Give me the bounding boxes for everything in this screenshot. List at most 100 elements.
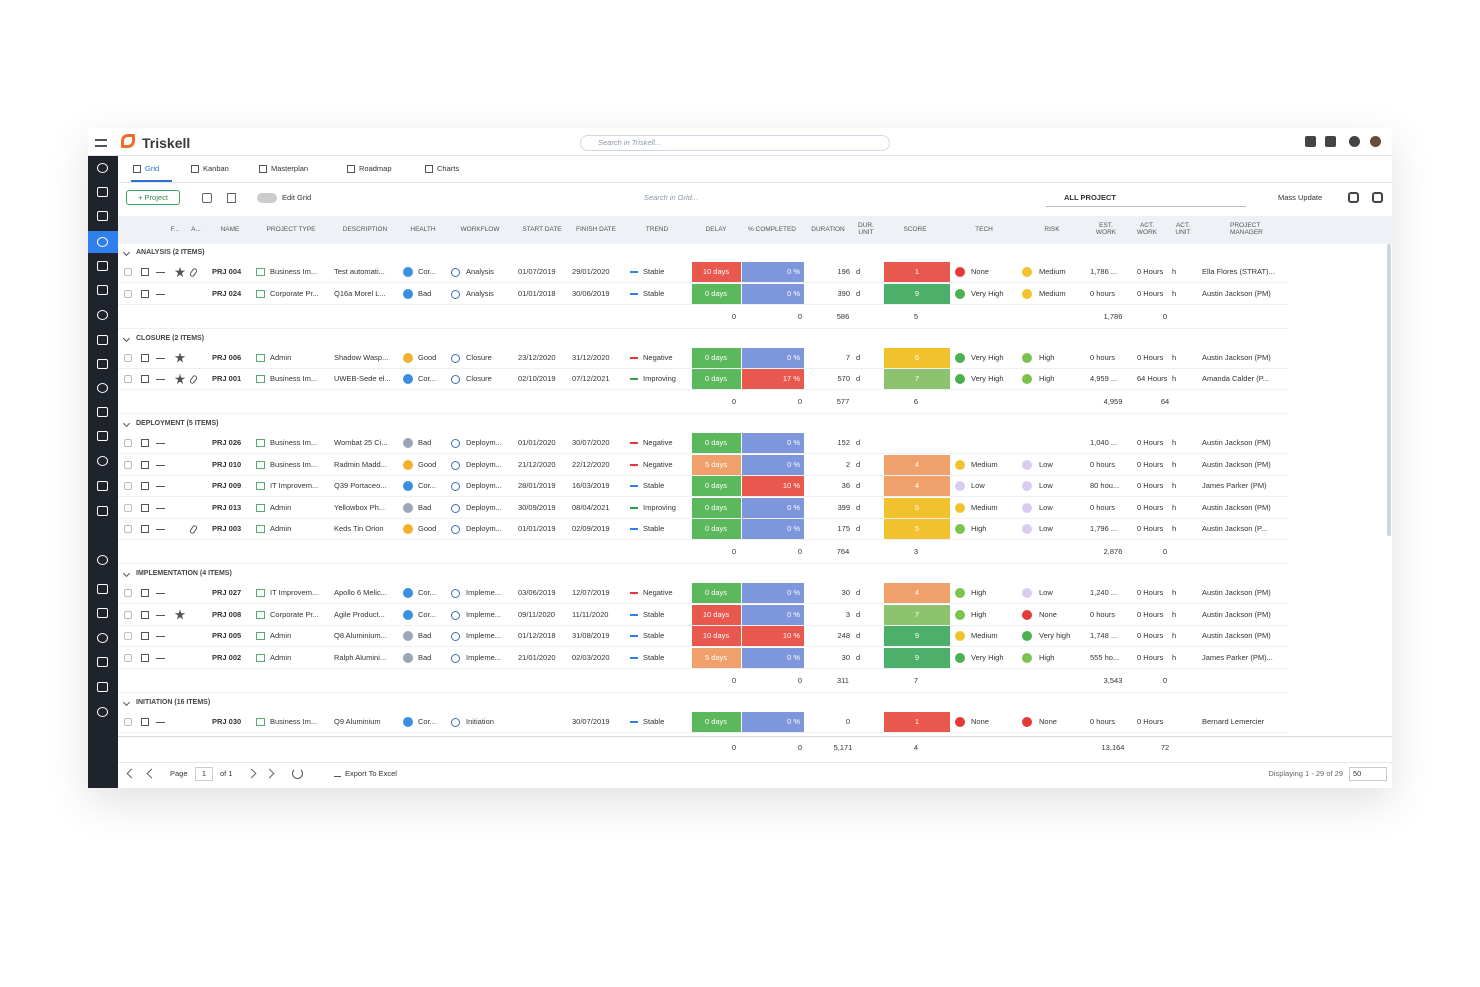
row-open-arrow[interactable] xyxy=(156,443,165,444)
toolbar-icon[interactable] xyxy=(1348,192,1359,203)
row-checkbox[interactable] xyxy=(124,653,132,662)
header-icon[interactable] xyxy=(1349,136,1360,147)
toolbar-icon[interactable] xyxy=(227,193,236,203)
row-open-arrow[interactable] xyxy=(156,529,165,530)
row-copy-icon[interactable] xyxy=(141,653,149,662)
page-input[interactable] xyxy=(195,767,213,781)
sidebar-icon[interactable] xyxy=(97,481,108,491)
row-copy-icon[interactable] xyxy=(141,460,149,469)
sidebar-icon[interactable] xyxy=(97,407,108,417)
row-open-arrow[interactable] xyxy=(156,486,165,487)
project-filter[interactable]: ALL PROJECT xyxy=(1064,193,1116,202)
sidebar-icon[interactable] xyxy=(97,359,108,369)
tab[interactable]: Charts xyxy=(437,164,460,173)
row-checkbox[interactable] xyxy=(124,268,132,276)
export-excel[interactable]: Export To Excel xyxy=(345,769,397,778)
row-open-arrow[interactable] xyxy=(156,357,165,359)
sidebar-icon[interactable] xyxy=(97,707,108,717)
sidebar-icon[interactable] xyxy=(97,456,108,466)
sidebar-icon[interactable] xyxy=(97,187,108,197)
row-copy-icon[interactable] xyxy=(141,268,149,276)
global-search[interactable] xyxy=(580,135,890,151)
tab[interactable]: Roadmap xyxy=(359,164,392,173)
row-checkbox[interactable] xyxy=(124,439,132,447)
row-copy-icon[interactable] xyxy=(141,503,149,512)
row-open-arrow[interactable] xyxy=(156,379,165,380)
page-size[interactable] xyxy=(1349,767,1387,781)
sidebar-icon[interactable] xyxy=(97,608,108,618)
row-checkbox[interactable] xyxy=(124,375,132,383)
header-icon[interactable] xyxy=(1370,136,1381,147)
row-copy-icon[interactable] xyxy=(141,610,149,619)
sidebar-icon[interactable] xyxy=(97,310,108,320)
sidebar-icon[interactable] xyxy=(97,285,108,295)
row-checkbox[interactable] xyxy=(124,503,132,512)
tab[interactable]: Masterplan xyxy=(271,164,309,173)
logo-icon xyxy=(121,134,135,148)
total: 2,876 xyxy=(1103,547,1123,556)
estimated-work: 0 hours xyxy=(1090,352,1116,362)
row-copy-icon[interactable] xyxy=(141,375,149,383)
score: 6 xyxy=(914,352,920,362)
row-checkbox[interactable] xyxy=(124,632,132,640)
tab[interactable]: Kanban xyxy=(203,164,229,173)
sidebar-icon[interactable] xyxy=(97,383,108,393)
actual-work: 0 Hours xyxy=(1137,267,1164,276)
scrollbar[interactable] xyxy=(1387,244,1391,536)
row-checkbox[interactable] xyxy=(124,482,132,490)
row-open-arrow[interactable] xyxy=(156,272,165,273)
sidebar-icon[interactable] xyxy=(97,682,108,692)
row-copy-icon[interactable] xyxy=(141,717,149,726)
row-copy-icon[interactable] xyxy=(141,589,149,597)
row-open-arrow[interactable] xyxy=(156,593,165,594)
row-open-arrow[interactable] xyxy=(156,614,165,616)
row-open-arrow[interactable] xyxy=(156,507,165,509)
toolbar-icon[interactable] xyxy=(202,193,212,203)
mass-update[interactable]: Mass Update xyxy=(1278,193,1323,202)
actual-unit: h xyxy=(1172,352,1177,362)
row-copy-icon[interactable] xyxy=(141,482,149,490)
row-checkbox[interactable] xyxy=(124,353,132,362)
row-checkbox[interactable] xyxy=(124,717,132,726)
sidebar-icon[interactable] xyxy=(97,261,108,271)
row-open-arrow[interactable] xyxy=(156,293,165,295)
row-open-arrow[interactable] xyxy=(156,721,165,723)
row-open-arrow[interactable] xyxy=(156,636,165,637)
menu-icon[interactable] xyxy=(95,139,107,147)
row-checkbox[interactable] xyxy=(124,460,132,469)
row-checkbox[interactable] xyxy=(124,610,132,619)
risk: High xyxy=(1039,352,1055,362)
sidebar-icon[interactable] xyxy=(97,633,108,643)
sidebar-icon[interactable] xyxy=(97,163,108,173)
workflow-icon xyxy=(451,482,460,491)
row-copy-icon[interactable] xyxy=(141,439,149,447)
row-copy-icon[interactable] xyxy=(141,525,149,533)
sidebar-icon[interactable] xyxy=(97,211,108,221)
sidebar-icon[interactable] xyxy=(97,584,108,594)
row-open-arrow[interactable] xyxy=(156,657,165,659)
sidebar-icon[interactable] xyxy=(97,335,108,345)
status-dot xyxy=(955,352,965,363)
row-checkbox[interactable] xyxy=(124,589,132,597)
row-checkbox[interactable] xyxy=(124,525,132,533)
row-copy-icon[interactable] xyxy=(141,353,149,362)
row-copy-icon[interactable] xyxy=(141,289,149,298)
header-icon[interactable] xyxy=(1325,136,1336,147)
grid-search[interactable]: Search in Grid... xyxy=(644,193,699,202)
sidebar-icon[interactable] xyxy=(97,555,108,565)
tab[interactable]: Grid xyxy=(145,164,160,173)
row-copy-icon[interactable] xyxy=(141,632,149,640)
total: 311 xyxy=(837,675,849,685)
start-date: 01/01/2020 xyxy=(518,438,556,447)
refresh-button[interactable] xyxy=(292,768,303,779)
row-open-arrow[interactable] xyxy=(156,464,165,466)
header-icon[interactable] xyxy=(1305,136,1316,147)
sidebar-icon[interactable] xyxy=(97,237,108,247)
sidebar-icon[interactable] xyxy=(97,657,108,667)
toggle[interactable] xyxy=(257,193,277,203)
toolbar-icon[interactable] xyxy=(1372,192,1383,203)
sidebar-icon[interactable] xyxy=(97,431,108,441)
sidebar-icon[interactable] xyxy=(97,506,108,516)
row-checkbox[interactable] xyxy=(124,289,132,298)
add-button[interactable] xyxy=(126,190,180,205)
